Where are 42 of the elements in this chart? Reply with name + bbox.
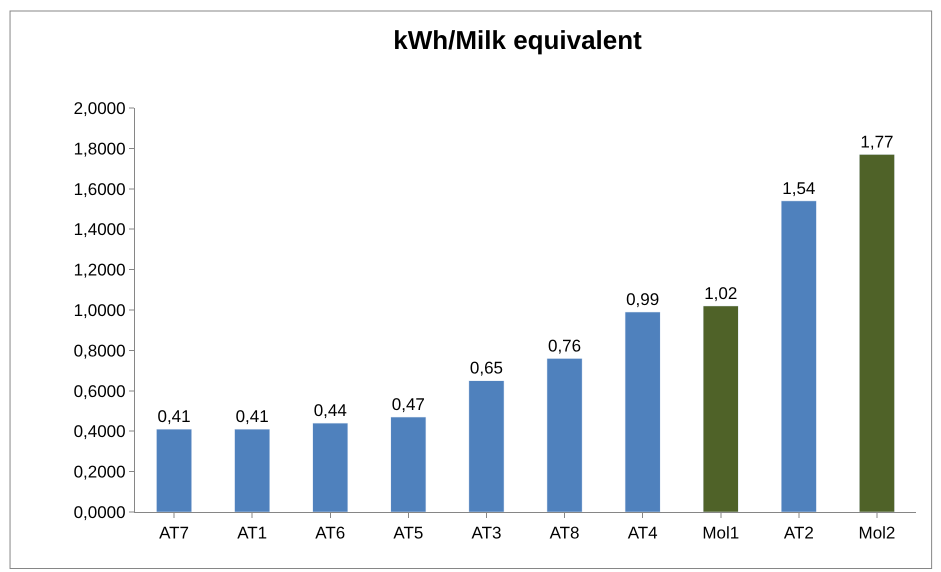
data-label: 0,76 — [548, 336, 582, 356]
bar — [468, 380, 504, 512]
bar — [859, 154, 895, 512]
bar — [702, 306, 739, 512]
x-tick-label: AT1 — [237, 523, 268, 542]
x-tick-label: AT3 — [471, 523, 502, 542]
chart-title: kWh/Milk equivalent — [393, 25, 642, 56]
y-tick-label: 1,4000 — [74, 220, 126, 240]
data-label: 0,41 — [158, 407, 191, 426]
bar — [624, 312, 660, 512]
y-tick-label: 0,8000 — [74, 341, 126, 360]
bar — [234, 428, 270, 512]
x-tick-label: AT2 — [784, 523, 814, 542]
bar — [312, 422, 348, 512]
x-tick-label: AT7 — [159, 523, 190, 542]
x-tick-label: AT5 — [393, 523, 424, 542]
data-label: 1,54 — [782, 178, 816, 198]
bar — [546, 358, 582, 512]
y-tick-label: 1,8000 — [74, 139, 126, 158]
y-tick-label: 0,0000 — [74, 502, 126, 522]
data-label: 0,44 — [314, 401, 347, 420]
bar — [781, 200, 817, 512]
x-tick-label: AT8 — [550, 523, 580, 542]
x-tick-label: Mol1 — [702, 523, 740, 542]
y-tick-label: 1,0000 — [74, 300, 126, 320]
y-tick-label: 0,2000 — [74, 462, 126, 482]
bar — [156, 428, 192, 512]
data-label: 0,47 — [392, 395, 425, 414]
y-tick-label: 2,0000 — [74, 98, 126, 118]
data-label: 1,02 — [704, 284, 738, 303]
y-tick-label: 0,4000 — [74, 422, 126, 442]
data-label: 0,41 — [236, 407, 269, 426]
bar — [390, 416, 426, 512]
data-label: 0,65 — [470, 358, 503, 378]
y-tick-label: 0,6000 — [74, 382, 126, 401]
x-tick-label: AT6 — [315, 523, 346, 542]
data-label: 1,77 — [860, 132, 894, 152]
x-tick-label: AT4 — [628, 523, 658, 542]
y-tick-label: 1,6000 — [74, 180, 126, 199]
data-label: 0,99 — [626, 290, 660, 310]
y-tick-label: 1,2000 — [74, 260, 126, 280]
x-tick-label: Mol2 — [858, 523, 896, 542]
